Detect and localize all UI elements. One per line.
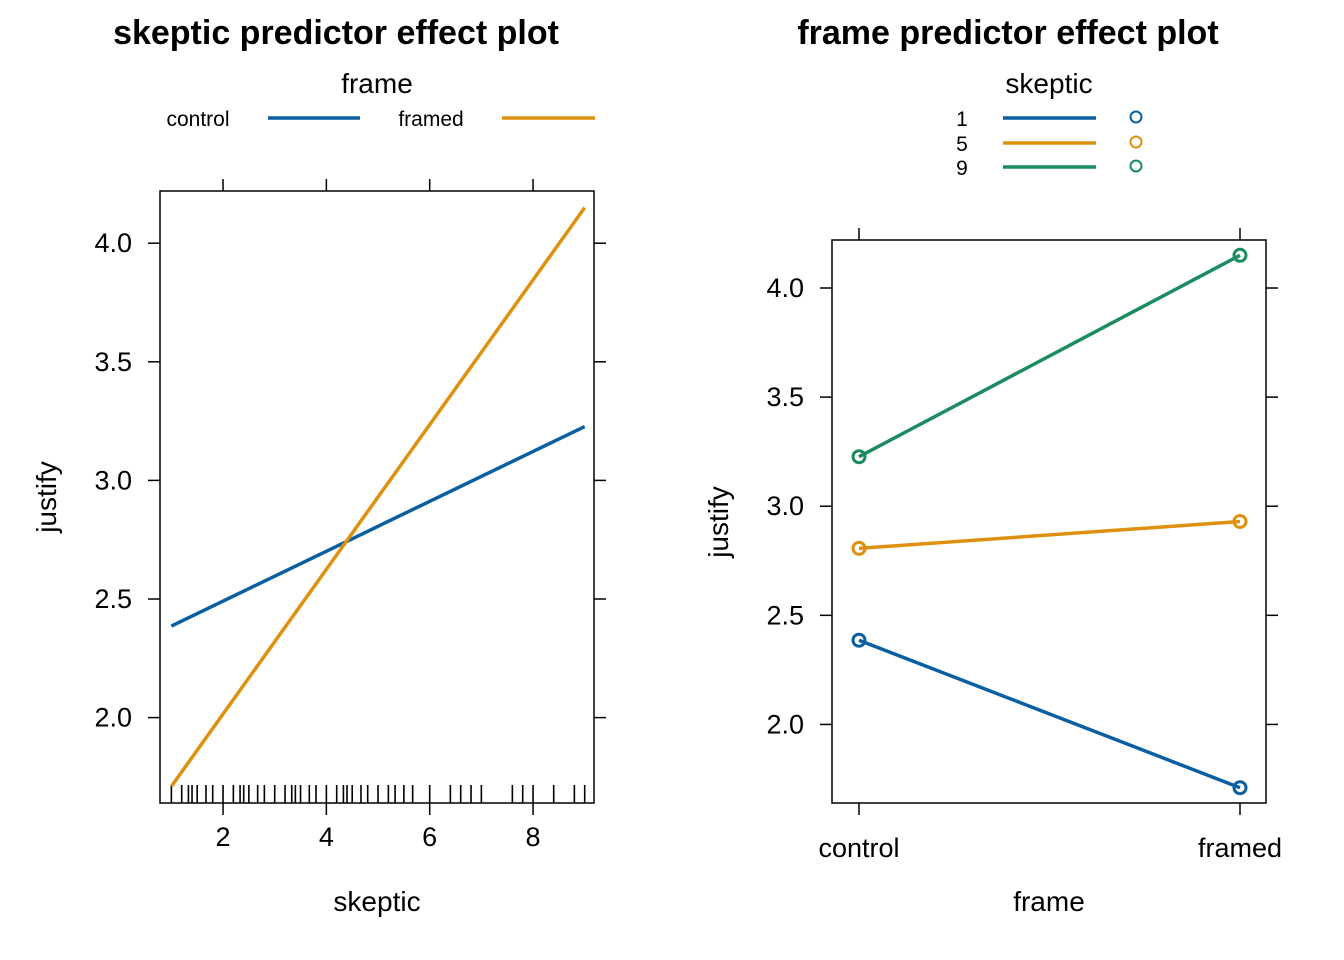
skeptic-rug xyxy=(170,785,586,803)
frame-plot-frame xyxy=(831,239,1267,804)
skeptic-y-axis: 2.0 2.5 3.0 3.5 4.0 xyxy=(94,228,606,733)
skeptic-y-tick-label-3: 3.5 xyxy=(94,347,132,377)
point-skeptic-5-framed xyxy=(1232,514,1248,529)
series-line-skeptic-1 xyxy=(858,638,1241,790)
frame-y-tick-label-2: 3.0 xyxy=(766,491,804,521)
frame-x-tick-label-framed: framed xyxy=(1198,833,1282,863)
point-skeptic-9-framed xyxy=(1232,247,1248,263)
skeptic-effect-panel: skeptic predictor effect plot frame cont… xyxy=(31,14,606,917)
skeptic-y-tick-label-4: 4.0 xyxy=(94,228,132,258)
point-skeptic-1-framed xyxy=(1232,780,1248,796)
series-line-framed xyxy=(169,206,587,788)
skeptic-x-axis-label: skeptic xyxy=(333,886,420,917)
frame-y-tick-label-3: 3.5 xyxy=(766,382,804,412)
point-skeptic-9-control xyxy=(851,449,867,465)
skeptic-x-axis: 2 4 6 8 xyxy=(216,179,541,852)
legend-marker-9 xyxy=(1129,159,1143,173)
point-skeptic-5-control xyxy=(851,540,867,556)
point-skeptic-1-control xyxy=(851,632,867,648)
legend-marker-5 xyxy=(1129,135,1143,149)
skeptic-x-tick-label-0: 2 xyxy=(216,822,231,852)
skeptic-x-tick-label-3: 8 xyxy=(526,822,541,852)
skeptic-x-tick-label-2: 6 xyxy=(422,822,437,852)
frame-y-tick-label-1: 2.5 xyxy=(766,600,804,630)
frame-effect-panel: frame predictor effect plot skeptic 1 5 … xyxy=(703,14,1282,917)
frame-series xyxy=(851,247,1248,796)
series-line-skeptic-9 xyxy=(858,253,1241,459)
skeptic-y-axis-label: justify xyxy=(31,461,62,534)
skeptic-plot-title: skeptic predictor effect plot xyxy=(113,14,559,52)
frame-x-axis-label: frame xyxy=(1013,886,1085,917)
skeptic-y-tick-label-0: 2.0 xyxy=(94,703,132,733)
series-line-skeptic-5 xyxy=(858,519,1241,551)
frame-legend-title: frame xyxy=(341,68,413,99)
skeptic-legend-title: skeptic xyxy=(1005,68,1092,99)
skeptic-plot-frame xyxy=(159,190,595,804)
frame-y-tick-label-4: 4.0 xyxy=(766,273,804,303)
skeptic-series xyxy=(169,206,587,788)
skeptic-y-tick-label-1: 2.5 xyxy=(94,584,132,614)
series-line-control xyxy=(170,424,586,628)
legend-label-control: control xyxy=(166,108,229,131)
skeptic-legend: 1 5 9 xyxy=(956,108,1143,180)
skeptic-x-tick-label-1: 4 xyxy=(319,822,334,852)
legend-marker-1 xyxy=(1129,110,1143,124)
frame-legend: control framed xyxy=(166,108,595,131)
frame-y-axis-label: justify xyxy=(703,486,734,559)
skeptic-y-tick-label-2: 3.0 xyxy=(94,465,132,495)
frame-x-tick-label-control: control xyxy=(818,833,899,863)
legend-label-5: 5 xyxy=(956,133,968,156)
frame-x-axis: control framed xyxy=(818,228,1282,863)
legend-label-1: 1 xyxy=(956,108,968,131)
legend-label-framed: framed xyxy=(398,108,463,131)
frame-y-tick-label-0: 2.0 xyxy=(766,709,804,739)
frame-y-axis: 2.0 2.5 3.0 3.5 4.0 xyxy=(766,273,1278,739)
frame-plot-title: frame predictor effect plot xyxy=(797,14,1218,52)
legend-label-9: 9 xyxy=(956,157,968,180)
